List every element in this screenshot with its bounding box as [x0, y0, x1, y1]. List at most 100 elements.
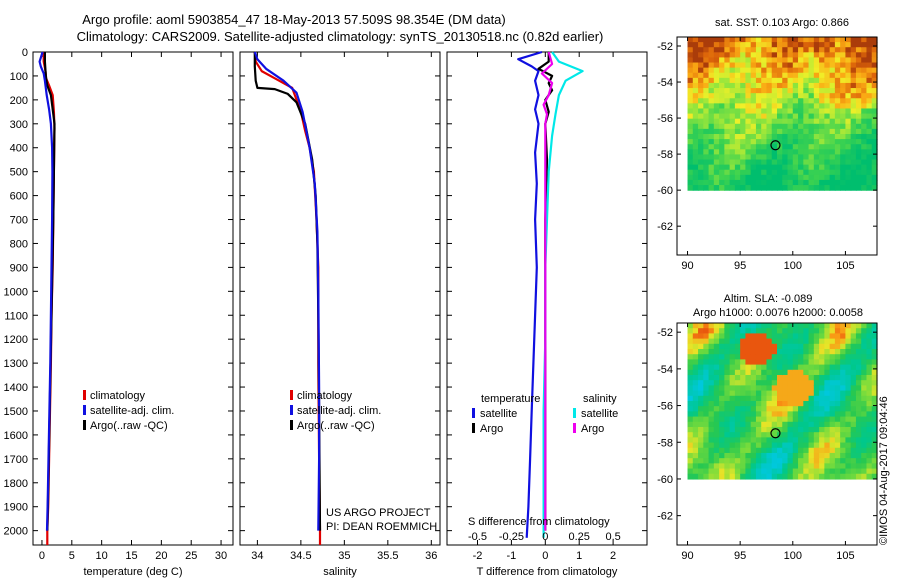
map-cell	[819, 458, 825, 464]
map-cell	[740, 164, 747, 171]
map-cell	[787, 374, 794, 381]
map-cell	[861, 442, 868, 449]
map-cell	[850, 139, 857, 145]
map-cell	[871, 437, 878, 444]
map-cell	[750, 328, 757, 334]
map-cell	[703, 421, 710, 428]
map-cell	[782, 400, 789, 407]
map-cell	[840, 380, 847, 386]
map-cell	[755, 442, 762, 449]
map-cell	[798, 328, 804, 334]
map-cell	[729, 343, 736, 350]
map-cell	[713, 169, 720, 176]
map-cell	[703, 463, 710, 470]
map-cell	[729, 72, 736, 79]
map-cell	[813, 406, 820, 412]
map-y-tick-label: -56	[657, 401, 673, 413]
map-cell	[771, 328, 778, 334]
map-cell	[866, 416, 873, 423]
map-cell	[766, 108, 773, 115]
map-cell	[740, 113, 747, 120]
map-cell	[871, 174, 878, 181]
map-cell	[824, 338, 831, 345]
legend-header-salinity: salinity	[583, 393, 617, 405]
map-cell	[871, 144, 878, 150]
map-cell	[729, 62, 736, 69]
map-cell	[787, 62, 794, 69]
map-cell	[687, 108, 694, 115]
map-cell	[850, 354, 857, 360]
map-cell	[871, 88, 878, 94]
map-cell	[771, 93, 778, 99]
map-cell	[698, 42, 704, 48]
map-cell	[750, 426, 757, 433]
map-cell	[692, 47, 699, 53]
map-cell	[850, 88, 857, 94]
map-cell	[782, 442, 789, 449]
map-cell	[719, 338, 725, 345]
map-cell	[861, 93, 868, 99]
map-cell	[713, 359, 720, 366]
map-cell	[692, 463, 699, 470]
map-cell	[834, 52, 841, 59]
map-cell	[745, 62, 752, 69]
map-cell	[745, 390, 752, 397]
map-cell	[808, 52, 815, 59]
map-cell	[792, 437, 799, 444]
x-tick-label: -1	[507, 550, 517, 562]
map-cell	[808, 82, 815, 89]
map-cell	[855, 385, 862, 392]
map-cell	[808, 452, 815, 459]
map-cell	[850, 133, 857, 140]
map-cell	[824, 395, 831, 402]
x-axis-label: salinity	[323, 566, 357, 578]
map-cell	[734, 354, 741, 360]
map-cell	[819, 369, 825, 376]
map-cell	[777, 328, 783, 334]
x-tick-label: 0	[542, 550, 548, 562]
map-cell	[755, 154, 762, 161]
map-cell	[803, 149, 810, 155]
map-cell	[803, 67, 810, 74]
map-cell	[782, 468, 789, 475]
map-cell	[866, 426, 873, 433]
map-cell	[734, 463, 741, 470]
map-cell	[850, 437, 857, 444]
map-cell	[729, 348, 736, 355]
map-cell	[745, 426, 752, 433]
map-cell	[761, 369, 768, 376]
map-cell	[745, 385, 752, 392]
map-cell	[724, 385, 731, 392]
map-cell	[708, 364, 715, 371]
map-cell	[834, 159, 841, 166]
map-cell	[792, 128, 799, 135]
map-x-tick-label: 90	[681, 550, 693, 562]
map-cell	[777, 374, 783, 381]
map-cell	[766, 62, 773, 69]
map-cell	[824, 123, 831, 130]
map-cell	[719, 174, 725, 181]
map-cell	[734, 123, 741, 130]
secondary-tick-label: -0.5	[468, 531, 487, 543]
map-cell	[787, 437, 794, 444]
map-cell	[703, 328, 710, 334]
map-cell	[803, 458, 810, 464]
map-cell	[761, 159, 768, 166]
map-cell	[829, 333, 836, 340]
map-cell	[713, 154, 720, 161]
series-line-salinity-satellite	[542, 51, 584, 538]
map-cell	[750, 98, 757, 104]
map-cell	[745, 67, 752, 74]
map-cell	[766, 354, 773, 360]
map-cell	[777, 47, 783, 53]
map-cell	[829, 42, 836, 48]
map-cell	[792, 52, 799, 59]
map-cell	[703, 57, 710, 64]
map-cell	[750, 447, 757, 454]
map-cell	[724, 174, 731, 181]
map-cell	[840, 437, 847, 444]
map-cell	[734, 103, 741, 110]
map-cell	[692, 359, 699, 366]
map-cell	[740, 128, 747, 135]
